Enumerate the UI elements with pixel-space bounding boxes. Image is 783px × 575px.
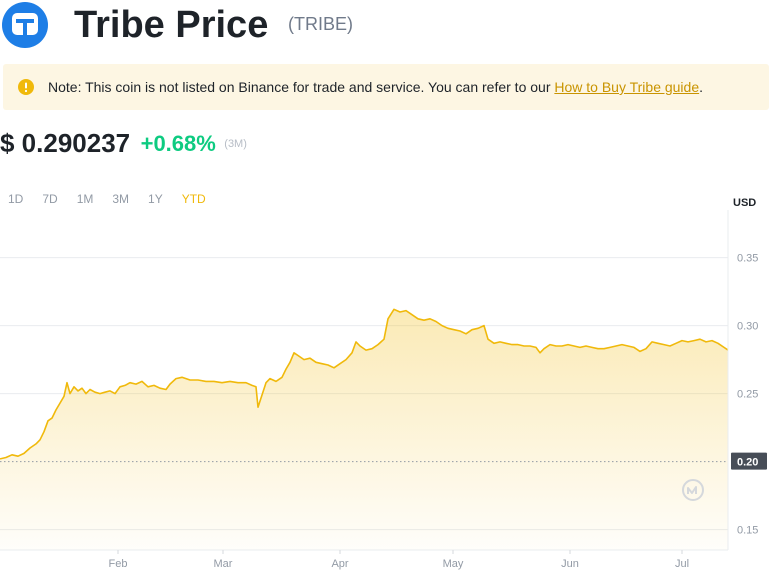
x-tick-label: Jun bbox=[561, 558, 579, 570]
y-axis: 0.35 0.30 0.25 0.15 bbox=[737, 253, 758, 537]
range-7d-button[interactable]: 7D bbox=[42, 192, 58, 206]
y-tick-label: 0.35 bbox=[737, 253, 758, 265]
tribe-logo-icon bbox=[2, 2, 48, 48]
currency-unit: USD bbox=[733, 197, 757, 209]
price-chart: 0.35 0.30 0.25 0.15 Feb Mar Apr May Jun Jul 0.20 bbox=[0, 210, 767, 570]
change-period: (3M) bbox=[224, 137, 247, 150]
x-tick-label: Mar bbox=[214, 558, 233, 570]
price-row: $ 0.290237 +0.68% (3M) bbox=[0, 128, 247, 164]
warning-icon bbox=[18, 79, 34, 95]
price-area bbox=[0, 309, 728, 550]
y-tick-label: 0.25 bbox=[737, 389, 758, 401]
notice-banner: Note: This coin is not listed on Binance… bbox=[3, 64, 769, 110]
x-tick-label: Jul bbox=[675, 558, 689, 570]
notice-text: Note: This coin is not listed on Binance… bbox=[48, 79, 704, 95]
coinmarketcap-watermark-icon bbox=[682, 479, 704, 501]
ticker-symbol: (TRIBE) bbox=[288, 14, 353, 34]
x-tick-label: May bbox=[443, 558, 464, 570]
reference-label-bg bbox=[731, 452, 767, 470]
reference-price-label: 0.20 bbox=[731, 452, 767, 470]
x-tick-label: Apr bbox=[331, 558, 348, 570]
time-range-tabs: 1D 7D 1M 3M 1Y YTD bbox=[8, 192, 225, 206]
how-to-buy-link[interactable]: How to Buy Tribe guide bbox=[554, 79, 700, 95]
page-title: Tribe Price bbox=[74, 4, 269, 46]
x-tick-label: Feb bbox=[109, 558, 128, 570]
x-axis: Feb Mar Apr May Jun Jul bbox=[0, 210, 729, 570]
range-1m-button[interactable]: 1M bbox=[76, 192, 94, 206]
y-tick-label: 0.30 bbox=[737, 321, 758, 333]
range-3m-button[interactable]: 3M bbox=[112, 192, 130, 206]
y-tick-label: 0.15 bbox=[737, 525, 758, 537]
header: Tribe Price (TRIBE) bbox=[0, 0, 783, 52]
range-1y-button[interactable]: 1Y bbox=[148, 192, 163, 206]
range-1d-button[interactable]: 1D bbox=[8, 192, 24, 206]
reference-label-text: 0.20 bbox=[737, 457, 758, 469]
price-change: +0.68% bbox=[140, 130, 216, 156]
current-price: $ 0.290237 bbox=[0, 128, 131, 158]
range-ytd-button[interactable]: YTD bbox=[181, 192, 206, 206]
price-line bbox=[0, 308, 729, 460]
